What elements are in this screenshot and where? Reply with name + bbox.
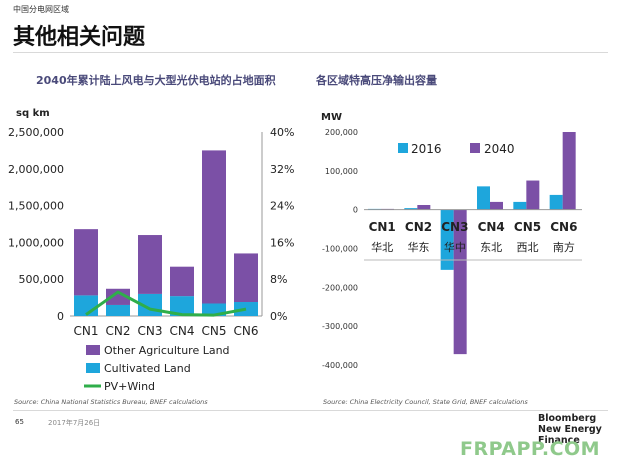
legend-swatch-2016 (398, 143, 408, 153)
left-x-tick-label: CN3 (138, 324, 163, 338)
left-y-tick-label: 2,000,000 (8, 163, 64, 176)
right-y-tick-label: 100,000 (325, 167, 358, 176)
right-x-tick-label: CN2 (405, 220, 432, 234)
bar-other-agriculture-cn4 (170, 266, 194, 297)
left-y-tick-label: 1,000,000 (8, 236, 64, 249)
right-x-region-name: 东北 (480, 241, 502, 254)
left-y2-tick-label: 40% (270, 126, 294, 139)
title-divider (13, 52, 608, 53)
legend-swatch-other-agriculture (86, 345, 100, 355)
left-x-tick-label: CN1 (74, 324, 99, 338)
bar-other-agriculture-cn3 (138, 235, 162, 294)
right-x-tick-label: CN3 (441, 220, 468, 234)
left-x-tick-label: CN4 (170, 324, 195, 338)
bar-cultivated-cn6 (234, 302, 258, 316)
right-y-tick-label: -400,000 (322, 361, 358, 370)
right-x-tick-label: CN5 (514, 220, 541, 234)
left-y2-tick-label: 32% (270, 163, 294, 176)
bar-other-agriculture-cn5 (202, 150, 226, 304)
legend-swatch-cultivated (86, 363, 100, 373)
right-y-tick-label: -200,000 (322, 283, 358, 292)
right-x-tick-label: CN1 (369, 220, 396, 234)
left-y-tick-label: 1,500,000 (8, 200, 64, 213)
right-chart-title: 各区域特高压净输出容量 (316, 74, 437, 87)
bar-2016-cn3 (440, 209, 454, 270)
left-x-tick-label: CN2 (106, 324, 131, 338)
right-y-tick-label: 0 (353, 206, 358, 215)
left-chart-unit: sq km (16, 108, 50, 119)
bar-2040-cn6 (562, 132, 576, 210)
footer-date: 2017年7月26日 (48, 419, 101, 427)
left-y-tick-label: 2,500,000 (8, 126, 64, 139)
brand-logo: Bloomberg New Energy Finance (538, 413, 619, 446)
right-chart-unit: MW (321, 112, 342, 123)
brand-line-1: Bloomberg (538, 413, 597, 424)
brand-line-2: New Energy Finance (538, 424, 602, 446)
right-x-region-name: 华中 (444, 240, 466, 254)
footer-divider (13, 410, 608, 411)
bar-other-agriculture-cn1 (74, 229, 98, 296)
left-chart-title: 2040年累计陆上风电与大型光伏电站的占地面积 (36, 74, 276, 87)
bar-2016-cn4 (477, 186, 490, 210)
left-y-tick-label: 500,000 (19, 273, 65, 286)
legend-label-pv-wind: PV+Wind (104, 380, 155, 393)
right-x-tick-label: CN6 (550, 220, 577, 234)
bar-cultivated-cn4 (170, 296, 194, 316)
left-y2-tick-label: 8% (270, 273, 287, 286)
left-y2-tick-label: 0% (270, 310, 287, 323)
left-x-tick-label: CN5 (202, 324, 227, 338)
section-label: 中国分电网区域 (13, 5, 69, 14)
right-chart-source: Source: China Electricity Council, State… (323, 398, 528, 406)
pv-wind-line (85, 290, 247, 317)
bar-2040-cn3 (453, 209, 467, 355)
right-x-region-name: 华北 (371, 240, 393, 254)
right-x-region-name: 南方 (553, 240, 575, 254)
right-y-tick-label: -300,000 (322, 322, 358, 331)
legend-label-2016: 2016 (411, 142, 442, 156)
left-y-tick-label: 0 (57, 310, 64, 323)
left-chart-source: Source: China National Statistics Bureau… (14, 398, 208, 406)
legend-label-2040: 2040 (484, 142, 515, 156)
right-y-tick-label: -100,000 (322, 245, 358, 254)
bar-2040-cn2 (417, 205, 431, 210)
page-title: 其他相关问题 (13, 25, 146, 50)
right-x-tick-label: CN4 (478, 220, 505, 234)
legend-label-cultivated: Cultivated Land (104, 362, 191, 375)
right-x-region-name: 西北 (517, 241, 539, 254)
left-x-tick-label: CN6 (234, 324, 259, 338)
bar-2040-cn4 (490, 201, 503, 210)
page-number: 65 (15, 418, 24, 426)
bar-other-agriculture-cn2 (106, 288, 130, 305)
legend-label-other-agriculture: Other Agriculture Land (104, 344, 230, 357)
legend-swatch-2040 (470, 143, 480, 153)
right-x-region-name: 华东 (408, 240, 430, 254)
bar-2016-cn6 (549, 194, 563, 210)
left-y2-tick-label: 16% (270, 236, 294, 249)
left-y2-tick-label: 24% (270, 200, 294, 213)
right-y-tick-label: 200,000 (325, 128, 358, 137)
bar-cultivated-cn2 (106, 304, 130, 316)
bar-2040-cn5 (526, 180, 540, 210)
bar-2016-cn5 (513, 201, 527, 210)
bar-other-agriculture-cn6 (234, 253, 258, 303)
watermark: FRPAPP.COM (460, 438, 601, 460)
bar-2016-cn2 (404, 208, 418, 210)
